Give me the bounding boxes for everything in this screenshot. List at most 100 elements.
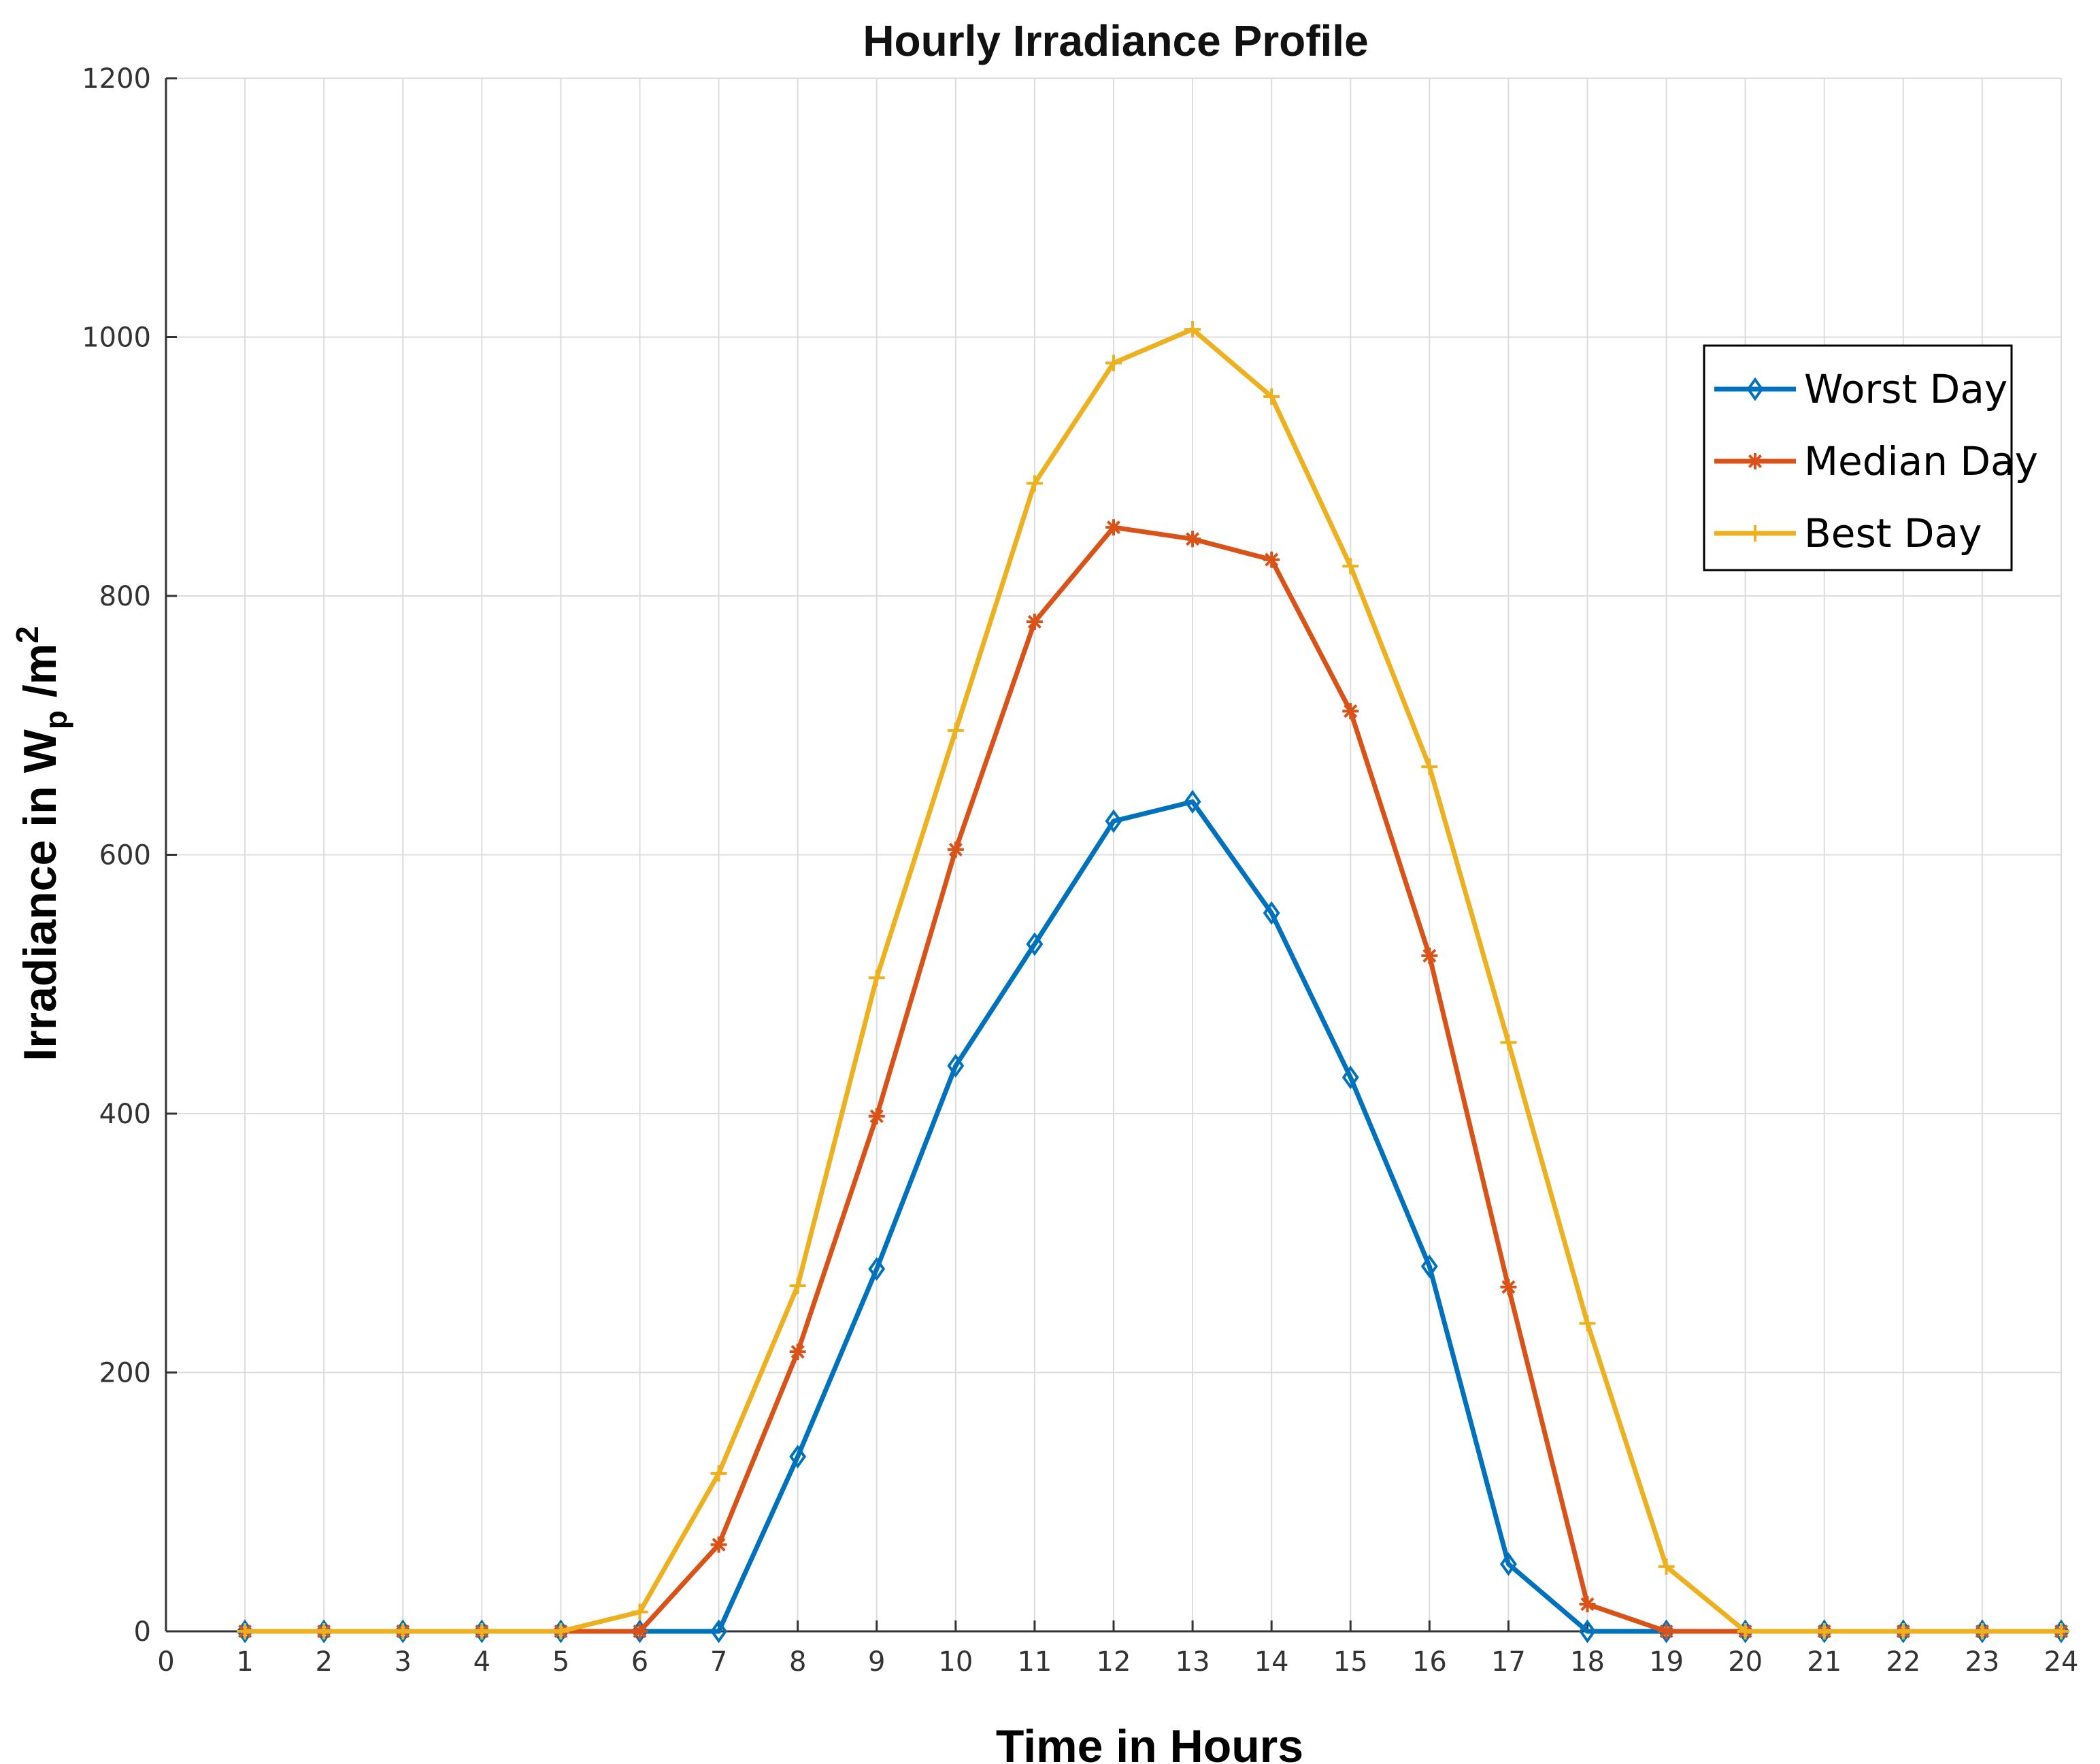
data-point-median-day xyxy=(631,1623,648,1640)
data-point-best-day xyxy=(1105,354,1122,371)
asterisk-stroke xyxy=(633,1624,647,1639)
data-point-best-day xyxy=(1895,1623,1912,1640)
x-tick-label: 24 xyxy=(2044,1646,2079,1678)
asterisk-stroke xyxy=(869,1109,884,1123)
asterisk-stroke xyxy=(1422,948,1437,963)
x-tick-label: 4 xyxy=(473,1646,490,1678)
x-axis-label: Time in Hours xyxy=(996,1720,1303,1764)
asterisk-stroke xyxy=(1580,1597,1595,1612)
legend-entry-best-day: Best Day xyxy=(1714,510,1982,556)
data-point-best-day xyxy=(1737,1623,1754,1640)
chart-title: Hourly Irradiance Profile xyxy=(863,16,1368,65)
legend-marker-median-day xyxy=(1747,453,1763,469)
x-tick-label: 10 xyxy=(938,1646,973,1678)
asterisk-stroke xyxy=(948,842,963,856)
asterisk-stroke xyxy=(790,1345,805,1359)
x-tick-label: 0 xyxy=(157,1646,174,1678)
data-point-median-day xyxy=(1263,551,1280,568)
x-tick-label: 16 xyxy=(1412,1646,1447,1678)
asterisk-stroke xyxy=(1186,532,1200,546)
data-point-median-day xyxy=(947,841,964,858)
data-point-median-day xyxy=(1658,1623,1675,1640)
series-line-best-day xyxy=(245,327,2061,1634)
data-point-best-day xyxy=(1342,558,1359,575)
data-point-worst-day xyxy=(1420,1254,1438,1278)
x-tick-label: 8 xyxy=(789,1646,806,1678)
x-tick-label: 6 xyxy=(631,1646,648,1678)
x-tick-label: 18 xyxy=(1570,1646,1605,1678)
data-point-median-day xyxy=(868,1108,885,1125)
data-point-best-day xyxy=(1973,1623,1990,1640)
data-point-median-day xyxy=(1026,614,1043,631)
data-point-best-day xyxy=(395,1623,412,1640)
data-point-best-day xyxy=(1500,1034,1517,1051)
x-tick-label: 21 xyxy=(1807,1646,1841,1678)
legend-label-median-day: Median Day xyxy=(1804,438,2038,484)
asterisk-stroke xyxy=(1659,1624,1673,1639)
data-point-best-day xyxy=(1263,388,1280,405)
y-tick-label: 800 xyxy=(99,581,151,612)
data-point-best-day xyxy=(710,1465,727,1482)
data-point-best-day xyxy=(1184,321,1201,338)
data-point-worst-day xyxy=(1184,790,1201,814)
data-point-worst-day xyxy=(1026,932,1044,956)
data-point-best-day xyxy=(473,1623,490,1640)
data-point-best-day xyxy=(1579,1315,1596,1332)
data-point-median-day xyxy=(1105,519,1122,536)
x-tick-label: 23 xyxy=(1965,1646,1999,1678)
x-tick-label: 19 xyxy=(1649,1646,1684,1678)
asterisk-stroke xyxy=(712,1537,726,1552)
y-axis-label-unit: /m xyxy=(14,644,66,710)
y-tick-label: 600 xyxy=(99,840,151,871)
data-point-worst-day xyxy=(868,1257,886,1281)
x-tick-label: 14 xyxy=(1254,1646,1289,1678)
x-tick-label: 3 xyxy=(395,1646,412,1678)
data-point-worst-day xyxy=(1263,901,1280,925)
x-tick-label: 17 xyxy=(1491,1646,1526,1678)
data-point-median-day xyxy=(1500,1278,1517,1295)
data-point-worst-day xyxy=(1105,809,1122,833)
data-point-worst-day xyxy=(1579,1619,1596,1644)
y-axis-label-superscript: 2 xyxy=(10,626,45,644)
legend: Worst Day Median Day Best Day xyxy=(1703,344,2038,571)
data-point-worst-day xyxy=(1341,1065,1359,1090)
data-point-best-day xyxy=(1026,475,1043,492)
series-best-day xyxy=(237,321,2069,1640)
legend-entry-worst-day: Worst Day xyxy=(1714,366,2007,412)
data-point-best-day xyxy=(1816,1623,1833,1640)
data-point-median-day xyxy=(1184,531,1201,548)
x-tick-label: 20 xyxy=(1728,1646,1763,1678)
legend-entry-median-day: Median Day xyxy=(1714,438,2038,484)
asterisk-stroke xyxy=(1344,704,1358,718)
legend-label-worst-day: Worst Day xyxy=(1804,366,2007,412)
data-point-best-day xyxy=(1658,1558,1675,1575)
y-tick-label: 1000 xyxy=(82,322,151,354)
data-point-best-day xyxy=(631,1603,648,1620)
data-point-median-day xyxy=(1421,947,1438,964)
data-point-best-day xyxy=(789,1278,806,1295)
asterisk-stroke xyxy=(1748,454,1763,469)
x-tick-label: 22 xyxy=(1886,1646,1920,1678)
asterisk-stroke xyxy=(1027,614,1041,629)
x-tick-label: 13 xyxy=(1176,1646,1210,1678)
y-axis-label: Irradiance in Wp /m2 xyxy=(10,626,73,1061)
data-point-worst-day xyxy=(947,1054,965,1078)
legend-marker-best-day xyxy=(1747,525,1763,542)
data-point-median-day xyxy=(1579,1596,1596,1613)
data-point-worst-day xyxy=(789,1444,807,1469)
data-point-best-day xyxy=(552,1623,569,1640)
x-tick-label: 11 xyxy=(1017,1646,1052,1678)
data-point-median-day xyxy=(789,1344,806,1361)
y-axis-label-main: Irradiance in W xyxy=(14,729,66,1061)
y-tick-label: 400 xyxy=(99,1099,151,1130)
data-point-best-day xyxy=(316,1623,333,1640)
tick-labels: 0 1 2 3 4 5 6 7 8 9 10 11 12 13 14 15 16 17 18 19 20 21 22 23 24… xyxy=(82,63,2078,1678)
x-tick-label: 5 xyxy=(552,1646,569,1678)
series xyxy=(236,321,2070,1644)
data-point-worst-day xyxy=(1499,1552,1517,1576)
x-tick-label: 12 xyxy=(1097,1646,1131,1678)
y-tick-label: 0 xyxy=(134,1616,151,1648)
x-tick-label: 15 xyxy=(1333,1646,1368,1678)
x-tick-label: 2 xyxy=(315,1646,332,1678)
